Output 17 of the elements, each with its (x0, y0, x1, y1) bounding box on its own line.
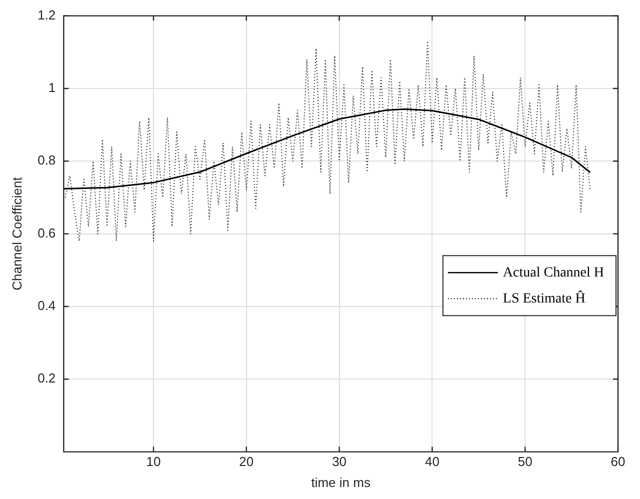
line-series (64, 40, 591, 242)
y-tick-label: 1 (48, 80, 56, 96)
x-axis-title: time in ms (311, 474, 371, 490)
y-tick-label: 1.2 (38, 7, 56, 22)
x-tick-label: 40 (424, 454, 440, 470)
legend-label: LS Estimate Ĥ (502, 289, 586, 306)
y-axis-title: Channel Coefficient (9, 176, 24, 290)
y-tick-label: 0.4 (38, 298, 56, 314)
x-tick-label: 10 (146, 454, 161, 470)
y-tick-label: 0.8 (38, 152, 56, 168)
x-tick-label: 30 (332, 454, 347, 470)
x-tick-label: 60 (610, 454, 626, 470)
x-tick-label: 20 (239, 454, 254, 470)
y-tick-label: 0.2 (38, 370, 56, 386)
y-tick-label: 0.6 (38, 225, 56, 240)
x-tick-label: 50 (518, 454, 532, 470)
legend-label: Actual Channel H (502, 265, 604, 280)
